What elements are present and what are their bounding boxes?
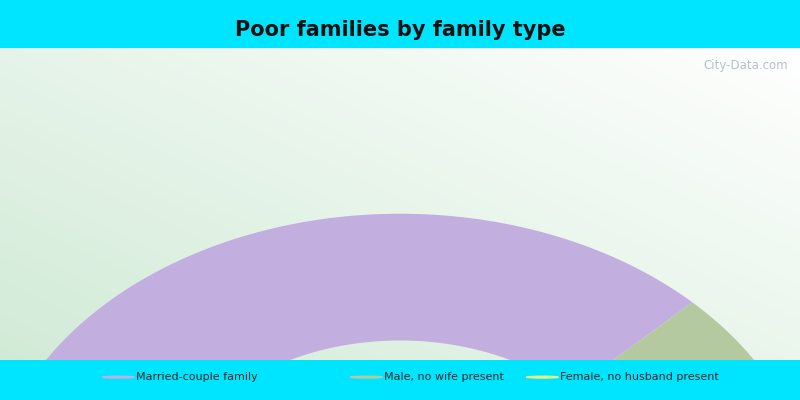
Text: Poor families by family type: Poor families by family type [234,20,566,40]
Polygon shape [0,214,692,400]
Polygon shape [570,302,784,400]
Circle shape [350,376,382,378]
Circle shape [102,376,134,378]
Text: Male, no wife present: Male, no wife present [384,372,504,382]
Circle shape [526,376,558,378]
Text: Married-couple family: Married-couple family [136,372,258,382]
Text: Female, no husband present: Female, no husband present [560,372,718,382]
Text: City-Data.com: City-Data.com [703,59,788,72]
